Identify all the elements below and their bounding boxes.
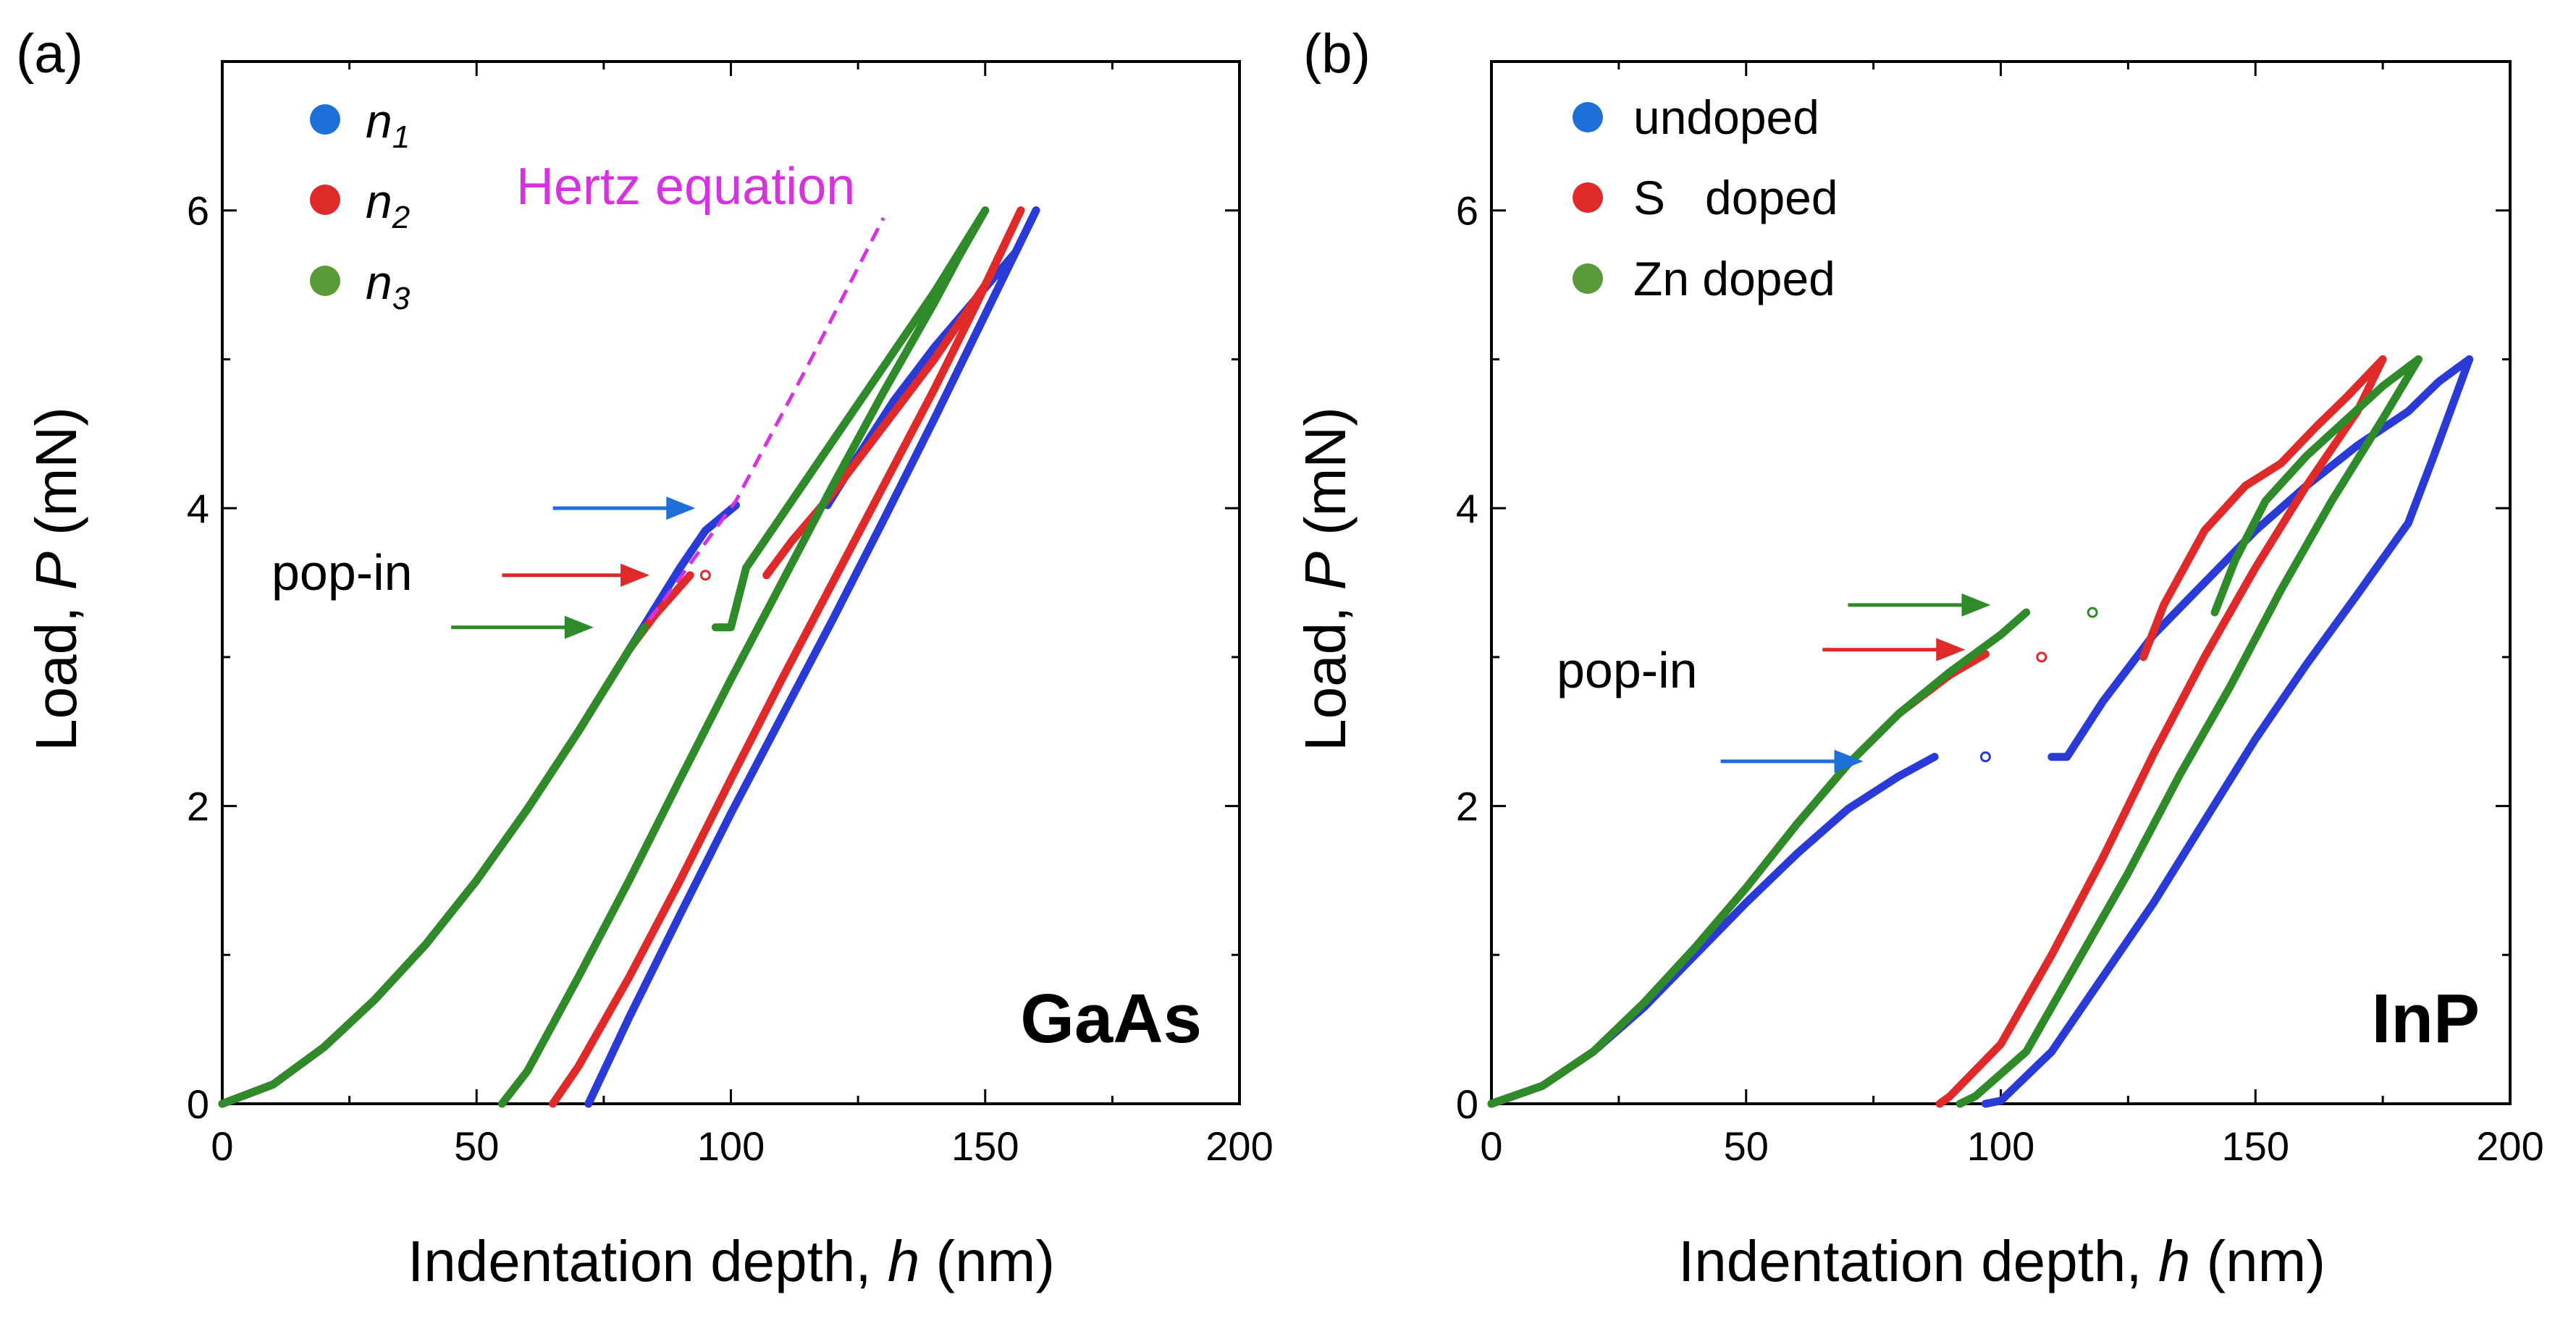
y-tick-label: 0: [1456, 1081, 1478, 1127]
panel-b-y-axis-label: Load, P (mN): [1293, 407, 1358, 751]
legend-label-s-doped: S doped: [1633, 171, 1838, 224]
panel-b-x-axis-label: Indentation depth, h (nm): [1678, 1229, 2325, 1293]
legend-item-zn-doped: Zn doped: [1573, 252, 1835, 305]
legend-marker-n3: [310, 266, 340, 296]
series-s-doped-unloading: [1935, 355, 2387, 1108]
series-s-doped-popin-point: [2036, 651, 2047, 663]
panel-b-label: (b): [1303, 23, 1371, 85]
x-tick-label: 150: [2222, 1123, 2289, 1169]
legend-marker-s-doped: [1573, 182, 1603, 213]
series-n2-loading: [218, 571, 694, 1108]
panel-b: (b) 0 50 100 150 200 0 2 4 6 Indentation depth, …: [1293, 23, 2544, 1293]
panel-b-arrows: [1720, 593, 1991, 773]
series-n3-unloading: [497, 206, 990, 1108]
x-tick-label: 100: [1967, 1123, 2034, 1169]
x-tick-label: 200: [1205, 1123, 1273, 1169]
popin-arrow-head: [1936, 638, 1966, 662]
legend-label-zn-doped: Zn doped: [1633, 252, 1835, 305]
legend-marker-n1: [310, 104, 340, 135]
series-n2-unloading: [549, 206, 1025, 1108]
series-zn-doped-reload: [2210, 355, 2423, 617]
x-tick-label: 200: [2476, 1123, 2543, 1169]
series-n1-unloading: [584, 206, 1040, 1108]
y-tick-label: 6: [187, 188, 209, 234]
series-zn-doped-loading: [1487, 608, 2031, 1108]
series-undoped-reload: [2047, 355, 2474, 761]
series-zn-doped-popin-point: [2087, 607, 2098, 618]
x-tick-label: 0: [211, 1123, 233, 1169]
series-zn-doped-unloading: [1956, 355, 2423, 1108]
y-tick-label: 0: [187, 1081, 209, 1127]
x-tick-label: 150: [951, 1123, 1019, 1169]
x-tick-label: 100: [697, 1123, 765, 1169]
legend-item-n2: n2: [310, 174, 410, 235]
panel-a-y-axis-label: Load, P (mN): [24, 407, 88, 751]
y-tick-label: 4: [1456, 486, 1478, 531]
x-tick-label: 50: [454, 1123, 499, 1169]
series-n2-reload: [762, 206, 1025, 580]
y-tick-label: 2: [1456, 784, 1478, 829]
popin-arrow-head: [620, 563, 650, 587]
panel-b-material-label: InP: [2372, 980, 2480, 1057]
series-undoped-unloading: [1981, 355, 2474, 1108]
x-tick-label: 0: [1480, 1123, 1502, 1169]
legend-marker-undoped: [1573, 102, 1603, 132]
popin-arrow-head: [1834, 749, 1864, 773]
series-n3-loading: [218, 623, 649, 1108]
series-n3-reload: [711, 206, 990, 632]
panel-a-legend: n1 n2 n3: [310, 94, 411, 316]
panel-a-ticks: 0 50 100 150 200 0 2 4 6: [187, 62, 1274, 1169]
panel-b-legend: undoped S doped Zn doped: [1573, 90, 1838, 305]
panel-b-ticks: 0 50 100 150 200 0 2 4 6: [1456, 62, 2544, 1169]
series-s-doped-loading: [1487, 650, 1990, 1108]
panel-b-curves: [1487, 355, 2474, 1108]
popin-arrow-head: [666, 497, 696, 520]
legend-marker-n2: [310, 185, 340, 215]
legend-item-n3: n3: [310, 255, 411, 316]
y-tick-label: 6: [1456, 188, 1478, 234]
y-tick-label: 2: [187, 784, 209, 829]
panel-a-x-axis-label: Indentation depth, h (nm): [408, 1229, 1055, 1293]
series-n2-popin-point: [699, 570, 711, 581]
legend-label-n3: n3: [366, 255, 411, 316]
legend-label-n1: n1: [366, 94, 410, 155]
panel-b-popin-label: pop-in: [1557, 642, 1698, 698]
x-tick-label: 50: [1724, 1123, 1769, 1169]
legend-item-n1: n1: [310, 94, 410, 155]
popin-arrow-head: [564, 615, 594, 639]
legend-item-undoped: undoped: [1573, 90, 1819, 144]
legend-item-s-doped: S doped: [1573, 171, 1838, 224]
popin-arrow-head: [1961, 593, 1991, 617]
series-undoped-popin-point: [1979, 751, 1991, 763]
y-tick-label: 4: [187, 486, 209, 531]
panel-a-material-label: GaAs: [1020, 980, 1202, 1057]
panel-a-curves: [218, 206, 1040, 1108]
series-s-doped-reload: [2139, 355, 2387, 662]
panel-a-arrows: [451, 216, 885, 639]
legend-marker-zn-doped: [1573, 263, 1603, 294]
hertz-equation-label: Hertz equation: [516, 158, 855, 216]
legend-label-n2: n2: [366, 174, 410, 235]
panel-a-popin-label: pop-in: [272, 544, 413, 601]
panel-a: (a) 0 50 100 150 200 0 2 4 6 Indentation depth, …: [16, 23, 1274, 1293]
hertz-equation-line: [648, 216, 885, 621]
legend-label-undoped: undoped: [1633, 90, 1819, 144]
panel-a-label: (a): [16, 23, 83, 85]
